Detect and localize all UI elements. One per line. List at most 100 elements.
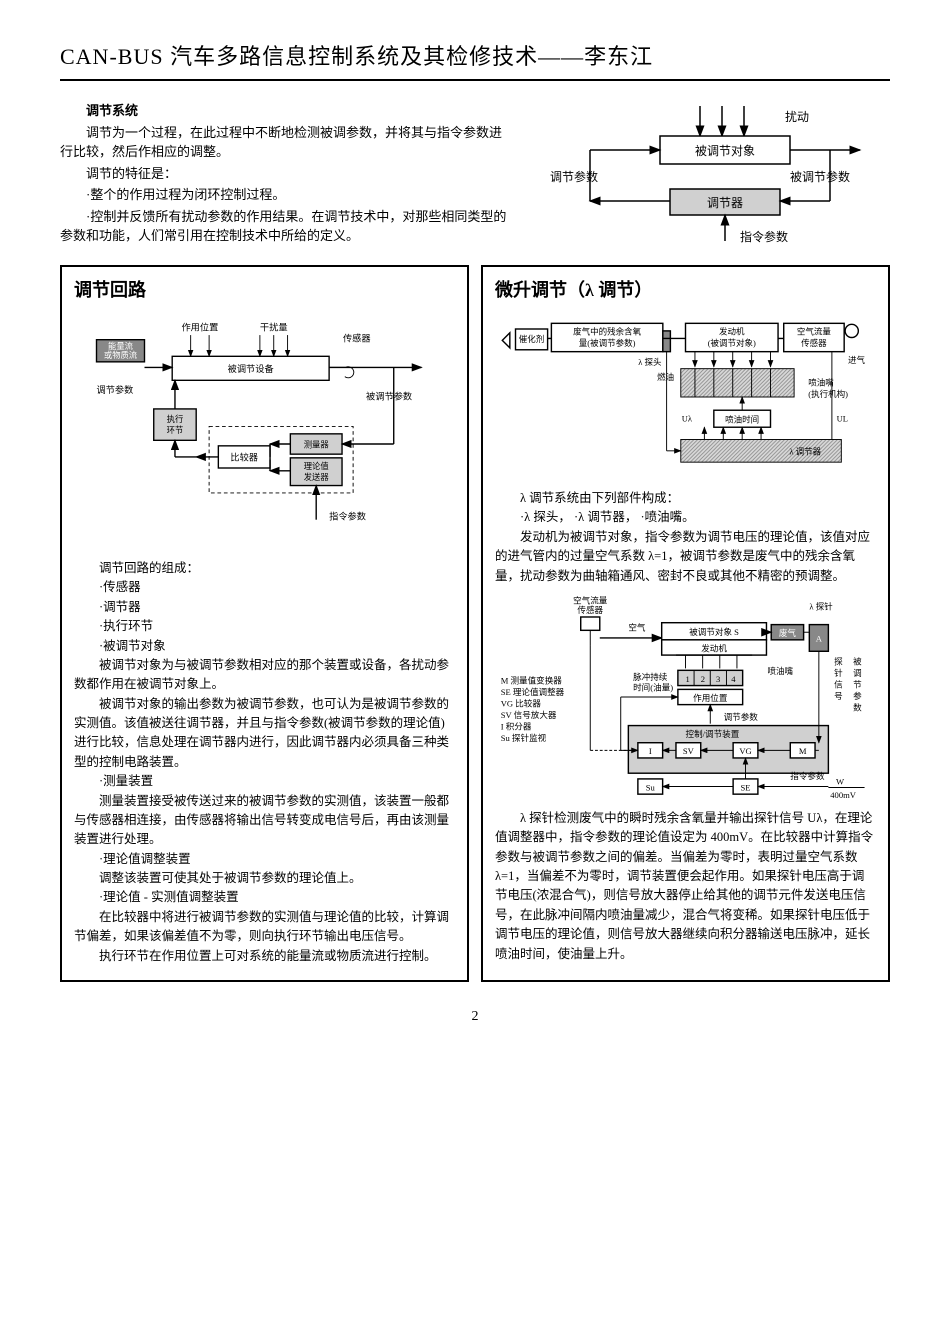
lt-i6: ·理论值调整装置 [74,850,455,869]
r2-target: 被调节对象 S [689,626,739,637]
svg-text:SV: SV [683,746,695,756]
svg-text:被: 被 [853,655,862,666]
intro-text: 调节系统 调节为一个过程，在此过程中不断地检测被调参数，并将其与指令参数进行比较… [60,101,510,251]
lt-p6: 执行环节在作用位置上可对系统的能量流或物质流进行控制。 [74,947,455,966]
svg-text:SE: SE [741,782,751,792]
intro-diagram: 扰动 被调节对象 调节参数 被调节参数 调节器 指令参数 [530,101,890,251]
svg-text:量(被调节参数): 量(被调节参数) [579,338,636,348]
rm-p3: 发动机为被调节对象，指令参数为调节电压的理论值，该值对应的进气管内的过量空气系数… [495,528,876,586]
svg-text:传感器: 传感器 [801,338,827,348]
r1-probe: λ 探头 [638,357,662,367]
svg-text:空气流量: 空气流量 [797,327,832,337]
r2-actpos: 作用位置 [693,692,728,703]
svg-text:节: 节 [853,679,862,689]
svg-text:脉冲持续: 脉冲持续 [633,671,668,682]
r2-probe: λ 探针 [809,600,833,611]
lt-p3: 测量装置接受被传送过来的被调节参数的实测值，该装置一般都与传感器相连接，由传感器… [74,792,455,850]
svg-text:废气中的残余含氧: 废气中的残余含氧 [573,327,642,337]
right-panel-title: 微升调节（λ 调节） [495,277,876,304]
r1-intake: 进气 [848,355,866,365]
svg-text:参: 参 [853,690,862,701]
svg-text:或物质流: 或物质流 [104,350,137,360]
lbl-cmd: 指令参数 [740,229,788,244]
svg-text:A: A [816,634,823,644]
lt-i7: ·理论值 - 实测值调整装置 [74,888,455,907]
r2-Su: Su 探针监视 [501,732,547,743]
two-column: 调节回路 作用位置 干扰量 传感器 能量流 或物质流 被调节设备 [60,265,890,982]
svg-text:Su: Su [646,782,656,792]
page-number: 2 [60,1006,890,1027]
right-diagram-2: 空气流量 传感器 空气 被调节对象 S 发动机 废气 A λ 探针 [495,592,876,802]
r2-I: I 积分器 [501,720,532,731]
r1-ul: Uλ [682,414,693,424]
svg-text:喷油嘴: 喷油嘴 [808,378,834,388]
r1-fuel: 燃油 [657,372,674,382]
lbl-actpos: 作用位置 [181,321,218,332]
svg-text:能量流: 能量流 [108,341,133,351]
r2-regparam: 调节参数 [724,711,759,722]
right-panel: 微升调节（λ 调节） 催化剂 废气中的残余含氧 量(被调节参数) λ 探头 发动… [481,265,890,982]
svg-text:M: M [799,746,807,756]
r2-engine: 发动机 [701,642,727,653]
lt-p4: 调整该装置可使其处于被调节参数的理论值上。 [74,869,455,888]
rm-p1: λ 调节系统由下列部件构成： [495,489,876,508]
lbl-meas: 测量器 [304,441,330,450]
intro-b1: ·整个的作用过程为闭环控制过程。 [60,185,510,205]
intro-row: 调节系统 调节为一个过程，在此过程中不断地检测被调参数，并将其与指令参数进行比较… [60,101,890,251]
r2-VG: VG 比较器 [501,697,542,708]
svg-text:号: 号 [834,691,843,701]
svg-text:执行: 执行 [167,414,184,424]
right-diagram-1: 催化剂 废气中的残余含氧 量(被调节参数) λ 探头 发动机 (被调节对象) 空… [495,312,876,482]
left-text: 调节回路的组成： ·传感器 ·调节器 ·执行环节 ·被调节对象 被调节对象为与被… [74,559,455,966]
svg-text:W: W [836,777,845,787]
lbl-device: 被调节设备 [228,363,274,374]
svg-text:(被调节对象): (被调节对象) [708,338,756,348]
r2-air: 空气 [628,621,646,632]
svg-text:空气流量: 空气流量 [573,595,608,606]
lt-p1: 被调节对象为与被调节参数相对应的那个装置或设备，各扰动参数都作用在被调节对象上。 [74,656,455,695]
r2-ctrl: 控制/调节装置 [686,728,740,739]
r2-SV: SV 信号放大器 [501,709,557,720]
svg-text:探: 探 [834,655,843,666]
lt-i5: ·测量装置 [74,772,455,791]
lt-p5: 在比较器中将进行被调节参数的实测值与理论值的比较，计算调节偏差，如果该偏差值不为… [74,908,455,947]
svg-text:VG: VG [739,746,751,756]
lbl-regulator: 调节器 [707,196,743,210]
lbl-disturb2: 干扰量 [260,321,288,332]
svg-text:400mV: 400mV [830,790,857,800]
svg-text:4: 4 [731,674,736,684]
right-mid-text: λ 调节系统由下列部件构成： ·λ 探头， ·λ 调节器， ·喷油嘴。 发动机为… [495,489,876,586]
svg-text:发动机: 发动机 [719,327,745,337]
svg-text:理论值: 理论值 [304,461,329,471]
lt-i4: ·被调节对象 [74,637,455,656]
lbl-target: 被调节对象 [695,144,755,158]
svg-text:数: 数 [853,701,862,712]
lbl-sensor: 传感器 [343,333,371,344]
lt-i1: ·传感器 [74,578,455,597]
svg-text:2: 2 [701,674,705,684]
page-title: CAN-BUS 汽车多路信息控制系统及其检修技术——李东江 [60,40,890,81]
left-diagram: 作用位置 干扰量 传感器 能量流 或物质流 被调节设备 [74,312,455,552]
svg-text:1: 1 [686,674,690,684]
rm-p2: ·λ 探头， ·λ 调节器， ·喷油嘴。 [495,508,876,527]
intro-p2: 调节的特征是： [60,164,510,184]
svg-text:(执行机构): (执行机构) [808,389,848,399]
r2-cmd: 指令参数 [790,770,825,781]
intro-b2: ·控制并反馈所有扰动参数的作用结果。在调节技术中，对那些相同类型的参数和功能，人… [60,207,510,246]
lt-p2: 被调节对象的输出参数为被调节参数，也可认为是被调节参数的实测值。该值被送往调节器… [74,695,455,773]
r2-inj: 喷油嘴 [767,665,793,676]
lbl-disturb: 扰动 [785,110,809,124]
lt-h1: 调节回路的组成： [74,559,455,578]
r1-injtime: 喷油时间 [725,415,759,425]
svg-text:I: I [649,746,652,756]
r1-lreg: λ 调节器 [789,447,821,457]
lbl-param: 调节参数 [550,169,598,184]
r1-ul2: UL [837,414,848,424]
svg-text:信: 信 [834,678,843,689]
lbl-cmp: 比较器 [230,452,258,463]
intro-heading: 调节系统 [60,101,510,121]
lbl-param2: 调节参数 [97,384,134,395]
r2-M: M 测量值变换器 [501,675,563,686]
lt-i3: ·执行环节 [74,617,455,636]
rt-p1: λ 探针检测废气中的瞬时残余含氧量并输出探针信号 Uλ，在理论值调整器中，指令参… [495,809,876,964]
